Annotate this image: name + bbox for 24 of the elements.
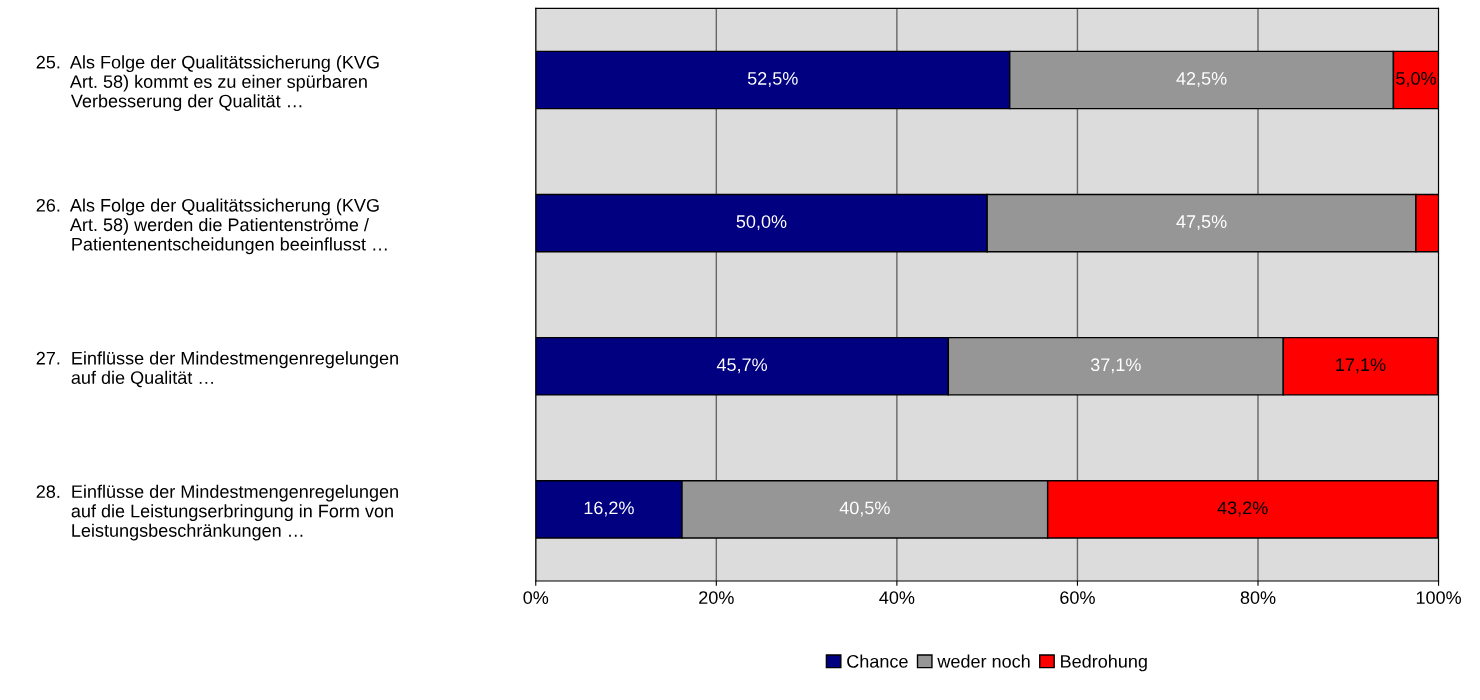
data-label: 17,1% (1336, 358, 1386, 374)
data-label: 47,5% (1176, 215, 1227, 231)
y-tick-label: 28. Einflüsse der Mindestmengenregelungen auf die Leistungserbringung in Form von Leistungsbeschränkungen … (36, 484, 398, 541)
data-label: 45,7% (716, 358, 768, 374)
legend-label: Bedrohung (1061, 654, 1147, 672)
data-label: 5,0% (1396, 72, 1436, 87)
x-tick-label: 20% (699, 591, 734, 604)
data-label: 37,1% (1090, 358, 1141, 374)
y-tick-label: 27. Einflüsse der Mindestmengenregelungen auf die Qualität … (36, 351, 398, 388)
data-label: 43,2% (1217, 501, 1268, 517)
legend-label: weder noch (937, 654, 1030, 668)
data-label: 42,5% (1176, 72, 1227, 87)
data-label: 16,2% (584, 501, 634, 517)
data-label: 50,0% (736, 215, 787, 231)
y-tick-label: 26. Als Folge der Qualitätssicherung (KVG Art. 58) werden die Patientenströme / Patientenentscheidungen beeinflusst … (36, 198, 387, 255)
x-tick-label: 0% (523, 591, 549, 604)
legend-label: Chance (847, 654, 908, 668)
y-tick-label: 25. Als Folge der Qualitätssicherung (KVG Art. 58) kommt es zu einer spürbaren Verbesserung der Qualität … (36, 55, 379, 112)
x-tick-label: 80% (1240, 591, 1276, 604)
data-label: 52,5% (747, 72, 798, 87)
x-tick-label: 100% (1416, 591, 1462, 604)
x-tick-label: 60% (1060, 591, 1095, 604)
x-tick-label: 40% (879, 591, 915, 604)
data-label: 40,5% (839, 501, 890, 517)
